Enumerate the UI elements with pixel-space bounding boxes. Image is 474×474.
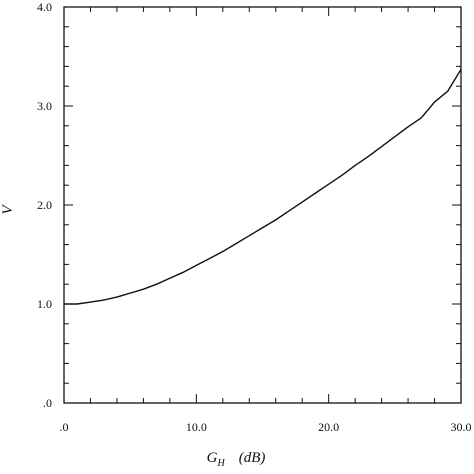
- y-axis-label: V: [0, 204, 16, 215]
- x-axis-label-sub: H: [216, 458, 225, 469]
- series-line: [64, 69, 462, 305]
- plot-frame: [63, 6, 462, 404]
- y-tick-label: .0: [43, 396, 52, 410]
- y-tick-label: 1.0: [37, 297, 52, 311]
- y-tick-labels: .0 1.0 2.0 3.0 4.0: [37, 0, 52, 410]
- x-tick-label: 10.0: [186, 420, 207, 434]
- y-tick-label: 2.0: [37, 198, 52, 212]
- x-tick-label: 30.0: [451, 420, 472, 434]
- x-tick-label: 20.0: [318, 420, 339, 434]
- y-tick-label: 3.0: [37, 99, 52, 113]
- x-tick-label: .0: [60, 420, 69, 434]
- x-tick-labels: .0 10.0 20.0 30.0: [60, 420, 472, 434]
- x-axis-label-main: G: [207, 450, 218, 466]
- y-tick-label: 4.0: [37, 0, 52, 14]
- x-axis-label: GH (dB): [207, 450, 266, 469]
- x-axis-label-unit: (dB): [239, 450, 266, 466]
- tick-marks: [63, 6, 462, 404]
